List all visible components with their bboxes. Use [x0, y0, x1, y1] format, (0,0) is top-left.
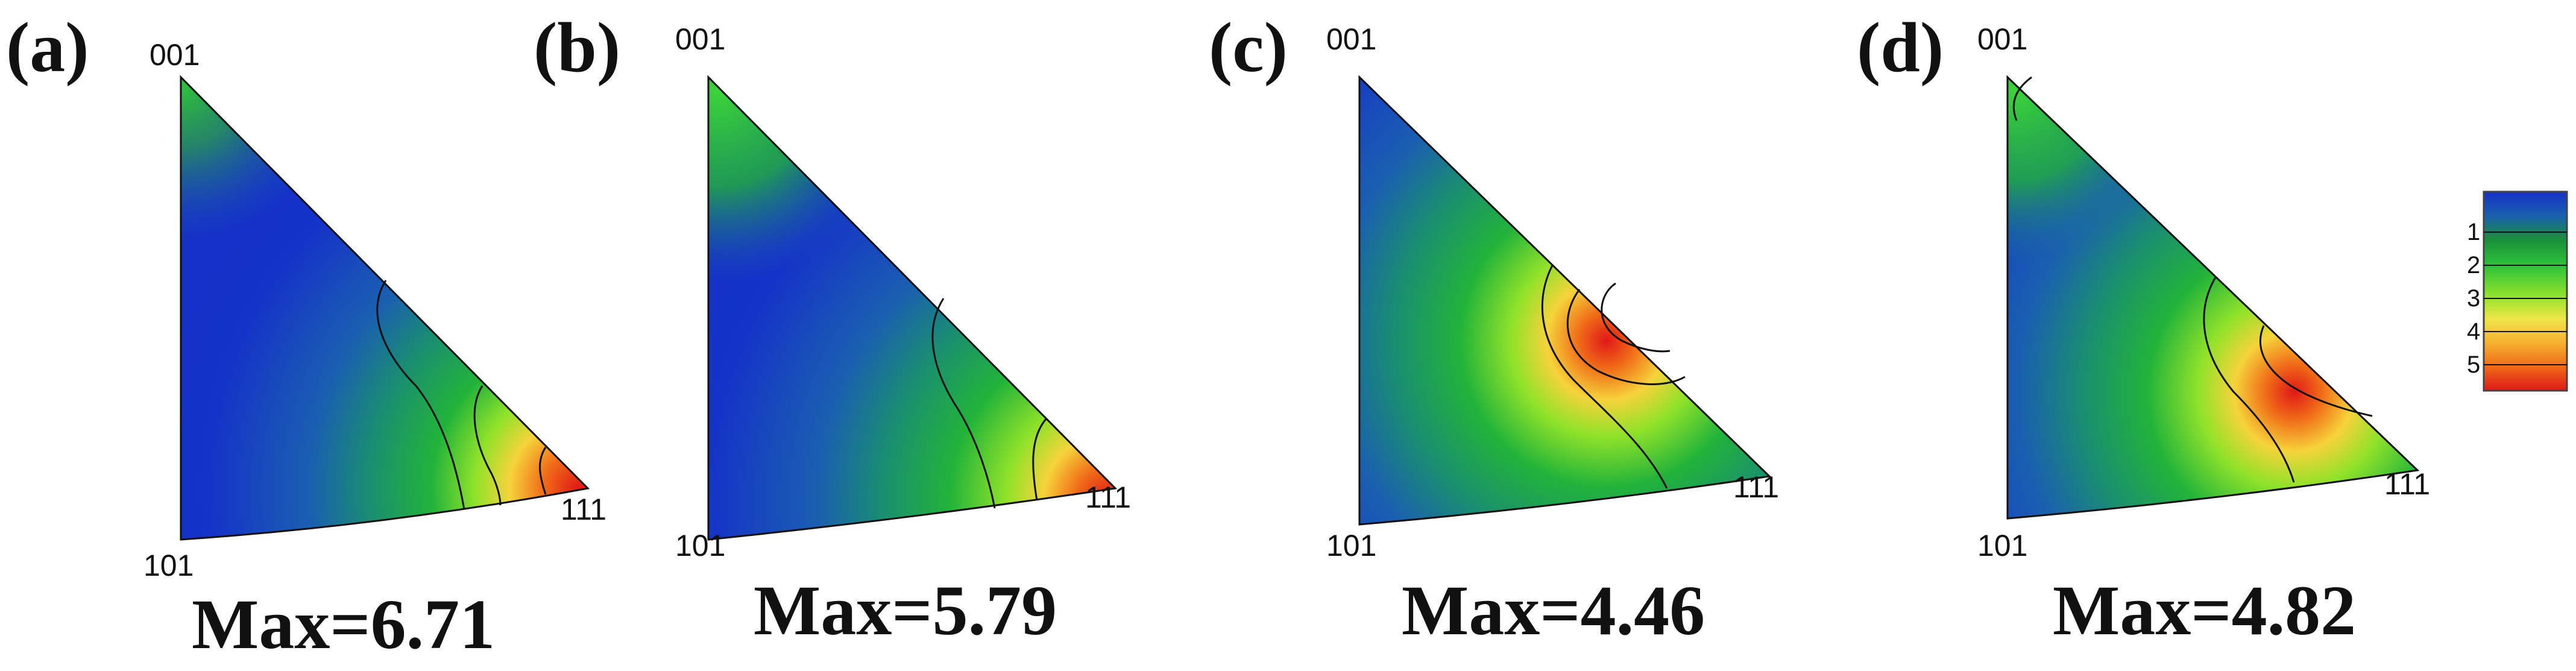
pole-001: 001: [675, 22, 725, 56]
contour-line: [473, 385, 502, 506]
ipf-triangle: [708, 77, 1115, 540]
contour-line: [1601, 282, 1671, 353]
panel-d: (d) 001 101 111 Max=4.82: [1857, 8, 2430, 650]
panel-letter: (a): [6, 8, 89, 87]
pole-101: 101: [675, 529, 725, 562]
contour-line: [2259, 325, 2373, 417]
legend-ticks: [2484, 232, 2567, 365]
contour-line: [1542, 265, 1668, 489]
triangle-outline: [707, 75, 1118, 541]
max-label: Max=4.82: [2053, 571, 2356, 650]
contour-line: [2203, 277, 2295, 483]
triangle-outline: [2006, 75, 2420, 520]
pole-111: 111: [2384, 467, 2430, 501]
legend-tick-label: 3: [2467, 285, 2480, 312]
triangle-outline: [180, 75, 590, 541]
panel-b: (b) 001 101 111 Max=5.79: [534, 8, 1131, 650]
max-label: Max=6.71: [192, 585, 495, 664]
ipf-triangle: [2008, 77, 2417, 518]
ipf-triangle: [1359, 77, 1769, 525]
triangle-outline: [1358, 75, 1772, 526]
contour-line: [931, 298, 996, 509]
color-bar: [2483, 191, 2568, 392]
contour-line: [2012, 76, 2032, 121]
max-label: Max=4.46: [1402, 571, 1705, 650]
contour-line: [1032, 418, 1047, 501]
panel-c: (c) 001 101 111 Max=4.46: [1209, 8, 1779, 650]
panel-letter: (c): [1209, 8, 1288, 87]
legend-tick-label: 5: [2467, 351, 2480, 378]
legend-tick-label: 2: [2467, 252, 2480, 279]
panel-letter: (b): [534, 8, 620, 87]
pole-111: 111: [561, 493, 606, 526]
pole-001: 001: [150, 38, 200, 72]
panel-letter: (d): [1857, 8, 1944, 87]
ipf-triangle: [181, 77, 588, 540]
pole-111: 111: [1085, 480, 1131, 514]
pole-001: 001: [1977, 22, 2027, 56]
max-label: Max=5.79: [754, 571, 1057, 650]
contour-line: [376, 280, 465, 510]
pole-111: 111: [1733, 470, 1779, 504]
legend-tick-label: 1: [2467, 219, 2480, 245]
contour-line: [1566, 289, 1686, 385]
panel-a: (a) 001 101 111 Max=6.71: [6, 8, 606, 664]
contour-line: [539, 447, 547, 495]
pole-101: 101: [1326, 529, 1376, 562]
color-scale-legend: 1 2 3 4 5: [2467, 191, 2568, 392]
pole-101: 101: [1977, 529, 2027, 562]
legend-tick-label: 4: [2467, 318, 2480, 345]
pole-101: 101: [143, 549, 194, 582]
pole-001: 001: [1326, 22, 1376, 56]
